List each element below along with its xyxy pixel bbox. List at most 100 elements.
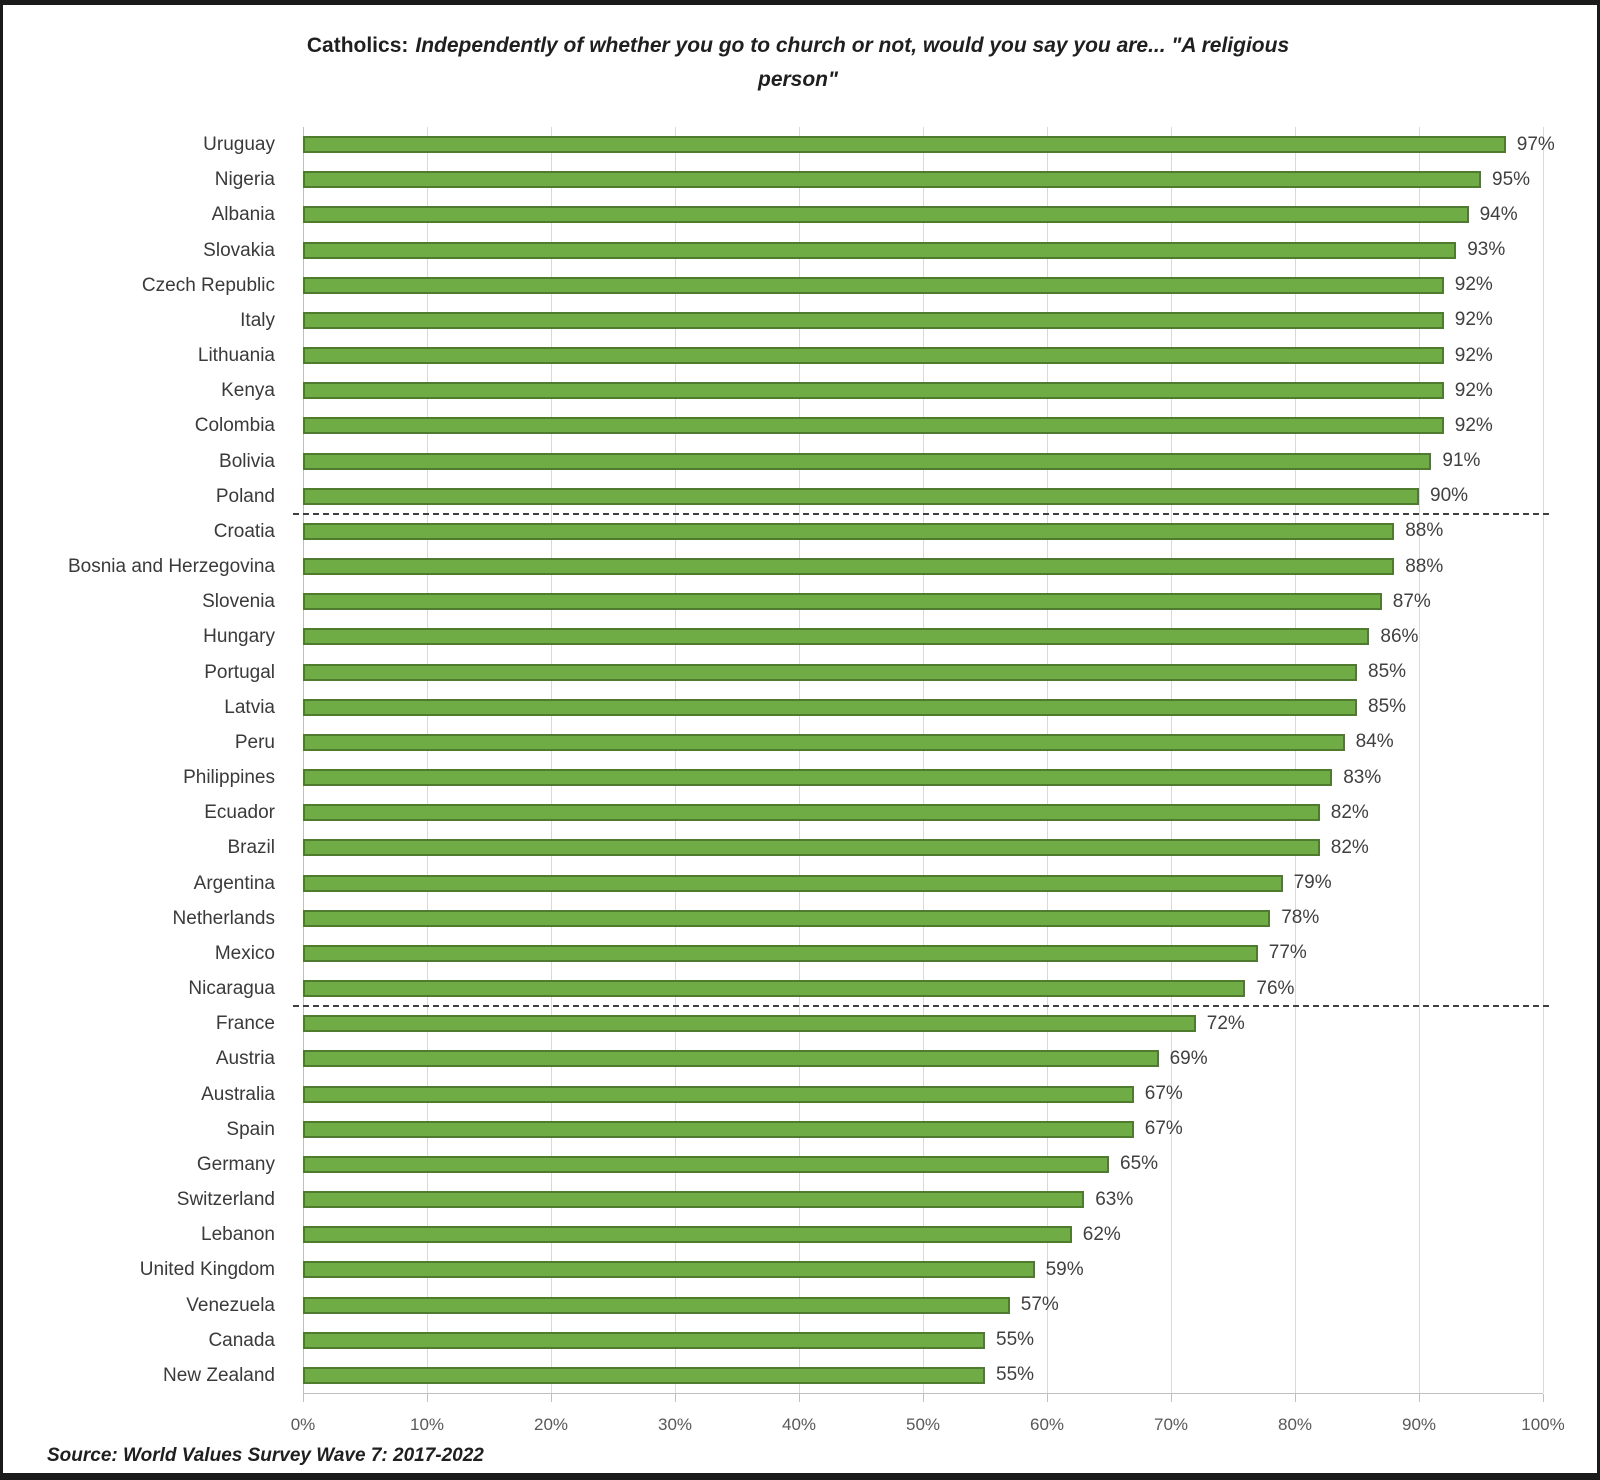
category-label: Hungary (203, 626, 275, 648)
bar (303, 1261, 1035, 1279)
bar-value-label: 72% (1206, 1012, 1245, 1034)
category-label: Nicaragua (188, 978, 275, 999)
bar-row: 65% (303, 1147, 1543, 1182)
gridline (799, 127, 800, 1393)
bar (303, 382, 1444, 400)
bar-value-label: 92% (1454, 274, 1493, 296)
bar-row: 79% (303, 866, 1543, 901)
bar-value-label: 90% (1430, 485, 1469, 507)
gridline (923, 127, 924, 1393)
bar-value-label: 59% (1045, 1258, 1084, 1280)
bar (303, 171, 1481, 189)
bar-value-label: 76% (1256, 977, 1295, 999)
bar (303, 1296, 1010, 1314)
bar-value-label: 88% (1405, 555, 1444, 577)
bar-row: 72% (303, 1006, 1543, 1041)
x-axis-tick-label: 60% (1029, 1415, 1065, 1434)
gridline (1171, 127, 1172, 1393)
bar-value-label: 91% (1442, 450, 1481, 472)
bar (303, 839, 1320, 857)
category-label: Austria (215, 1048, 275, 1070)
axis-tick (551, 1394, 552, 1402)
bar (303, 698, 1357, 716)
bar-row: 94% (303, 197, 1543, 232)
x-axis-tick-label: 70% (1153, 1415, 1189, 1434)
bar (303, 769, 1333, 787)
bar-row: 88% (303, 514, 1543, 549)
bar-row: 67% (303, 1077, 1543, 1112)
bar-value-label: 57% (1020, 1294, 1059, 1316)
gridline (1047, 127, 1048, 1393)
category-label: Canada (208, 1329, 275, 1351)
bar-row: 57% (303, 1288, 1543, 1323)
bar-value-label: 95% (1492, 168, 1531, 190)
bar (303, 1226, 1072, 1244)
bar-row: 97% (303, 127, 1555, 162)
bar (303, 593, 1382, 611)
bar-value-label: 88% (1405, 520, 1444, 542)
bar (303, 276, 1444, 294)
bar (303, 1191, 1085, 1209)
axis-tick (1171, 1394, 1172, 1402)
bar (303, 1120, 1134, 1138)
bar (303, 1050, 1159, 1068)
bar-value-label: 97% (1516, 133, 1555, 155)
bar-value-label: 55% (996, 1329, 1035, 1351)
category-label: Slovenia (202, 591, 275, 613)
bar-row: 88% (303, 549, 1543, 584)
x-axis-tick-label: 100% (1521, 1415, 1565, 1434)
axis-tick (1295, 1394, 1296, 1402)
category-label: Venezuela (186, 1294, 275, 1316)
x-axis-tick-label: 50% (905, 1415, 941, 1434)
category-label: Poland (215, 485, 275, 507)
category-label: Mexico (214, 942, 275, 964)
x-axis-tick-label: 40% (781, 1415, 817, 1434)
category-label: Kenya (221, 380, 275, 402)
gridline (427, 127, 428, 1393)
bar-row: 90% (303, 479, 1543, 514)
bar-value-label: 78% (1281, 907, 1320, 929)
axis-tick (1419, 1394, 1420, 1402)
bar (303, 804, 1320, 822)
bar (303, 452, 1432, 470)
axis-tick (1543, 1394, 1544, 1402)
bar-value-label: 92% (1454, 344, 1493, 366)
category-label: Bosnia and Herzegovina (67, 556, 275, 577)
category-label: Peru (234, 731, 275, 753)
axis-tick (799, 1394, 800, 1402)
bar-row: 67% (303, 1112, 1543, 1147)
gridline (675, 127, 676, 1393)
bar-row: 92% (303, 338, 1543, 373)
bar-row: 59% (303, 1252, 1543, 1287)
bar-value-label: 92% (1454, 379, 1493, 401)
bar-row: 69% (303, 1041, 1543, 1076)
x-axis-line (303, 1393, 1543, 1394)
bar-row: 82% (303, 830, 1543, 865)
bar-value-label: 67% (1144, 1083, 1183, 1105)
axis-tick (675, 1394, 676, 1402)
bar-row: 82% (303, 795, 1543, 830)
bar-value-label: 63% (1095, 1188, 1134, 1210)
bar-value-label: 67% (1144, 1118, 1183, 1140)
category-label: France (215, 1013, 275, 1035)
axis-tick (303, 1394, 304, 1402)
bar-value-label: 87% (1392, 590, 1431, 612)
bar (303, 487, 1419, 505)
category-label: Spain (226, 1118, 275, 1140)
gridline (1543, 127, 1544, 1393)
bar-row: 62% (303, 1217, 1543, 1252)
bar-row: 55% (303, 1358, 1543, 1393)
category-label: Czech Republic (141, 274, 275, 296)
bar (303, 733, 1345, 751)
x-axis-tick-label: 20% (533, 1415, 569, 1434)
category-label: Latvia (224, 696, 275, 718)
category-label: Bolivia (219, 450, 275, 472)
bar-row: 95% (303, 162, 1543, 197)
bar-value-label: 94% (1479, 203, 1518, 225)
bar-row: 92% (303, 268, 1543, 303)
axis-tick (923, 1394, 924, 1402)
bar-value-label: 82% (1330, 836, 1369, 858)
bar-value-label: 65% (1120, 1153, 1159, 1175)
bar-value-label: 92% (1454, 309, 1493, 331)
group-separator-line (293, 1005, 1549, 1008)
